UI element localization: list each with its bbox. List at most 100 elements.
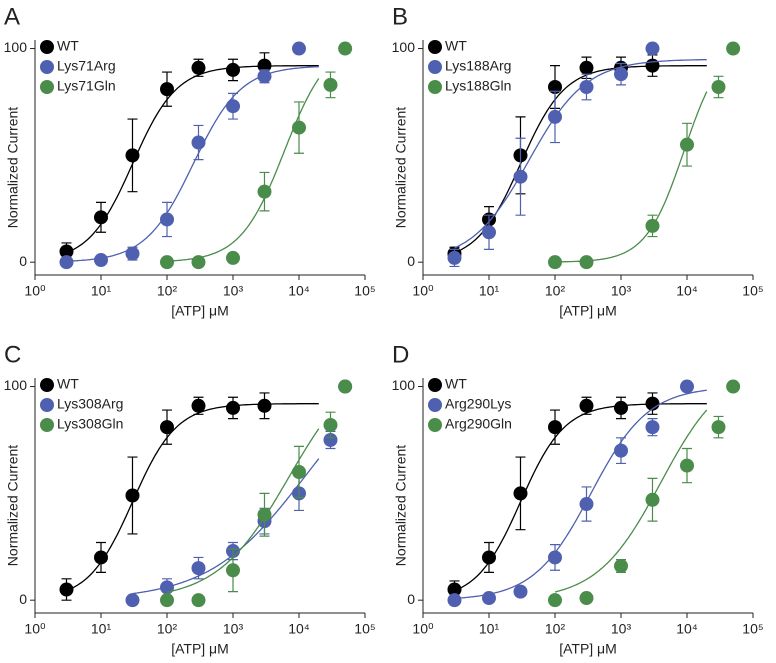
data-point — [614, 67, 628, 82]
x-tick-label: 10⁰ — [412, 621, 434, 637]
x-axis-label: [ATP] μM — [559, 303, 617, 319]
legend-label: WT — [445, 376, 467, 392]
data-point — [645, 41, 660, 56]
legend-marker — [428, 60, 442, 74]
legend-label: Lys188Arg — [445, 58, 511, 74]
data-point — [579, 398, 594, 413]
legend-label: Lys71Arg — [57, 58, 116, 74]
x-tick-label: 10¹ — [479, 283, 500, 299]
data-point — [726, 41, 741, 56]
x-tick-label: 10⁵ — [354, 621, 375, 637]
x-tick-label: 10⁴ — [676, 621, 698, 637]
fit-curve — [454, 403, 707, 592]
data-point — [680, 458, 694, 473]
data-point — [257, 58, 272, 73]
data-point — [548, 593, 562, 608]
x-tick-label: 10³ — [611, 621, 632, 637]
legend-label: WT — [57, 376, 79, 392]
data-point — [226, 563, 240, 578]
panel-label: C — [4, 341, 21, 368]
data-point — [160, 82, 174, 97]
data-point — [482, 550, 496, 565]
data-point — [447, 582, 462, 597]
data-point — [160, 580, 174, 595]
legend-marker — [428, 418, 442, 432]
x-tick-label: 10³ — [223, 621, 244, 637]
data-point — [94, 253, 108, 268]
data-point — [548, 80, 562, 94]
y-tick-label: 100 — [392, 377, 416, 393]
data-point — [59, 582, 74, 597]
data-point — [94, 210, 108, 225]
data-point — [292, 120, 306, 135]
data-point — [59, 244, 74, 259]
data-point — [447, 593, 462, 608]
y-tick-label: 100 — [392, 39, 416, 55]
y-tick-label: 0 — [407, 253, 415, 269]
legend-marker — [40, 40, 54, 54]
data-point — [191, 60, 206, 75]
fit-curve — [554, 409, 708, 593]
x-tick-label: 10² — [157, 621, 178, 637]
legend-label: WT — [57, 38, 79, 54]
x-tick-label: 10⁰ — [24, 621, 46, 637]
legend-marker — [40, 80, 54, 94]
data-point — [94, 550, 108, 565]
data-point — [257, 69, 272, 84]
data-point — [645, 218, 660, 233]
data-point — [447, 250, 462, 265]
x-tick-label: 10¹ — [479, 621, 500, 637]
data-point — [191, 561, 206, 576]
y-axis-label: Normalized Current — [5, 445, 21, 566]
data-point — [680, 379, 694, 394]
data-point — [482, 225, 496, 240]
x-tick-label: 10² — [545, 283, 566, 299]
data-point — [59, 255, 74, 270]
x-tick-label: 10² — [545, 621, 566, 637]
data-point — [513, 486, 528, 501]
x-tick-label: 10⁵ — [354, 283, 375, 299]
fit-curve — [66, 65, 319, 254]
data-point — [292, 465, 306, 479]
panel-label: B — [392, 3, 408, 30]
legend-marker — [40, 418, 54, 432]
fit-curve — [454, 389, 707, 600]
legend-marker — [428, 398, 442, 412]
legend-label: Arg290Lys — [445, 396, 511, 412]
legend-marker — [428, 80, 442, 94]
data-point — [257, 398, 272, 413]
x-tick-label: 10³ — [223, 283, 244, 299]
panel: B 10⁰ 10¹ 10² 10³ 10⁴ 10⁵ 0 100 [ATP] μM Normalize… — [392, 3, 764, 318]
data-point — [482, 591, 496, 606]
x-tick-label: 10⁵ — [742, 283, 763, 299]
x-axis-label: [ATP] μM — [171, 303, 229, 319]
panel: A 10⁰ 10¹ 10² 10³ 10⁴ 10⁵ 0 100 [ATP] μM Normalize… — [4, 3, 376, 318]
data-point — [125, 246, 140, 261]
x-tick-label: 10³ — [611, 283, 632, 299]
data-point — [579, 497, 594, 512]
data-point — [338, 41, 353, 56]
data-point — [513, 169, 528, 184]
x-tick-label: 10⁵ — [742, 621, 763, 637]
x-tick-label: 10¹ — [91, 621, 112, 637]
data-point — [160, 593, 174, 608]
data-point — [226, 250, 240, 265]
data-point — [645, 58, 660, 73]
legend-marker — [428, 378, 442, 392]
x-tick-label: 10⁰ — [24, 283, 46, 299]
data-point — [579, 80, 594, 94]
data-point — [191, 398, 206, 413]
x-axis-label: [ATP] μM — [559, 641, 617, 657]
data-point — [257, 507, 272, 522]
legend-label: Arg290Gln — [445, 416, 512, 432]
data-point — [226, 400, 240, 415]
data-point — [323, 432, 338, 447]
data-point — [513, 584, 528, 599]
legend-marker — [40, 398, 54, 412]
data-point — [548, 420, 562, 435]
data-point — [191, 135, 206, 150]
panel: D 10⁰ 10¹ 10² 10³ 10⁴ 10⁵ 0 100 [ATP] μM Normalize… — [392, 341, 764, 656]
y-axis-label: Normalized Current — [393, 107, 409, 228]
data-point — [323, 77, 338, 92]
data-point — [726, 379, 741, 394]
